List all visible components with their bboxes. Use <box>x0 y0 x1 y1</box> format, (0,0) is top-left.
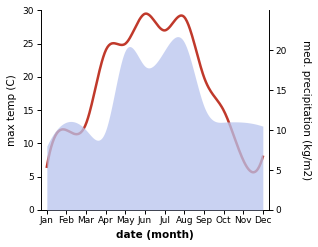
Y-axis label: med. precipitation (kg/m2): med. precipitation (kg/m2) <box>301 40 311 180</box>
Y-axis label: max temp (C): max temp (C) <box>7 74 17 146</box>
X-axis label: date (month): date (month) <box>116 230 194 240</box>
